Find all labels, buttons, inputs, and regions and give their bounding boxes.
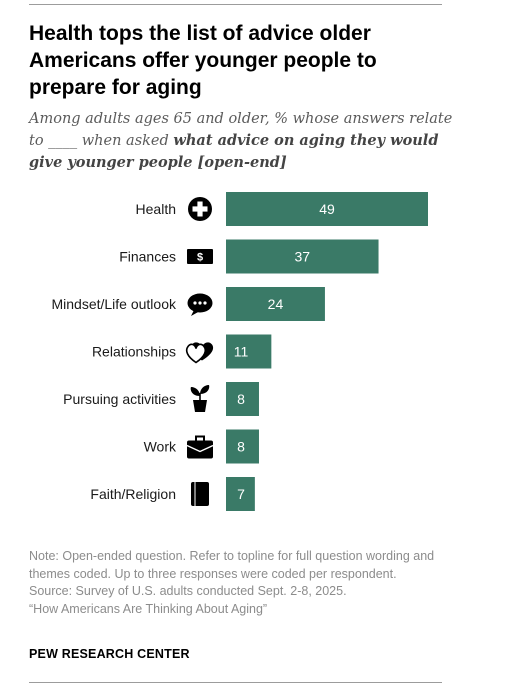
chart-subtitle: Among adults ages 65 and older, % whose … <box>29 109 459 174</box>
chat-bubble-icon <box>187 293 213 316</box>
bar-value-label: 49 <box>319 201 335 217</box>
report-title: “How Americans Are Thinking About Aging” <box>29 601 268 616</box>
bar <box>226 429 259 464</box>
bar <box>226 334 272 369</box>
book-icon <box>191 482 209 506</box>
svg-text:$: $ <box>197 252 203 264</box>
bar-value-label: 8 <box>237 391 245 407</box>
category-label: Pursuing activities <box>63 391 176 407</box>
subtitle-emphasis: what advice on aging they would give you… <box>29 132 439 171</box>
bar-value-label: 8 <box>237 439 245 455</box>
category-label: Health <box>136 201 176 217</box>
category-label: Mindset/Life outlook <box>51 296 177 312</box>
top-divider <box>29 4 442 5</box>
bar <box>226 477 255 511</box>
bar-value-label: 11 <box>234 344 249 360</box>
source-text: Source: Survey of U.S. adults conducted … <box>29 584 347 598</box>
bar-value-label: 7 <box>237 486 245 502</box>
bottom-divider <box>29 682 442 683</box>
note-text: Note: Open-ended question. Refer to topl… <box>29 549 435 581</box>
bar-chart-svg: Health 49 Finances $37 Mindset/Life outlook 2… <box>51 192 428 511</box>
category-label: Finances <box>119 249 176 265</box>
bar <box>226 239 379 274</box>
bar <box>226 382 259 416</box>
category-label: Work <box>144 439 177 455</box>
briefcase-icon <box>186 435 214 459</box>
bar-chart: Health 49 Finances $37 Mindset/Life outlook 2… <box>0 185 526 525</box>
bar <box>226 192 428 226</box>
subtitle-text: Among adults ages 65 and older, % whose … <box>29 111 453 149</box>
chart-notes: Note: Open-ended question. Refer to topl… <box>29 548 449 618</box>
organization-logo-text: PEW RESEARCH CENTER <box>29 647 190 661</box>
bar-value-label: 24 <box>268 296 284 312</box>
category-label: Faith/Religion <box>90 486 176 502</box>
hearts-icon <box>185 342 214 364</box>
dollar-bill-icon: $ <box>187 249 213 264</box>
medical-cross-icon <box>188 197 212 221</box>
potted-plant-icon <box>190 385 210 412</box>
bar-value-label: 37 <box>294 249 310 265</box>
bar <box>226 287 325 321</box>
chart-title: Health tops the list of advice older Ame… <box>29 22 377 99</box>
category-label: Relationships <box>92 344 176 360</box>
